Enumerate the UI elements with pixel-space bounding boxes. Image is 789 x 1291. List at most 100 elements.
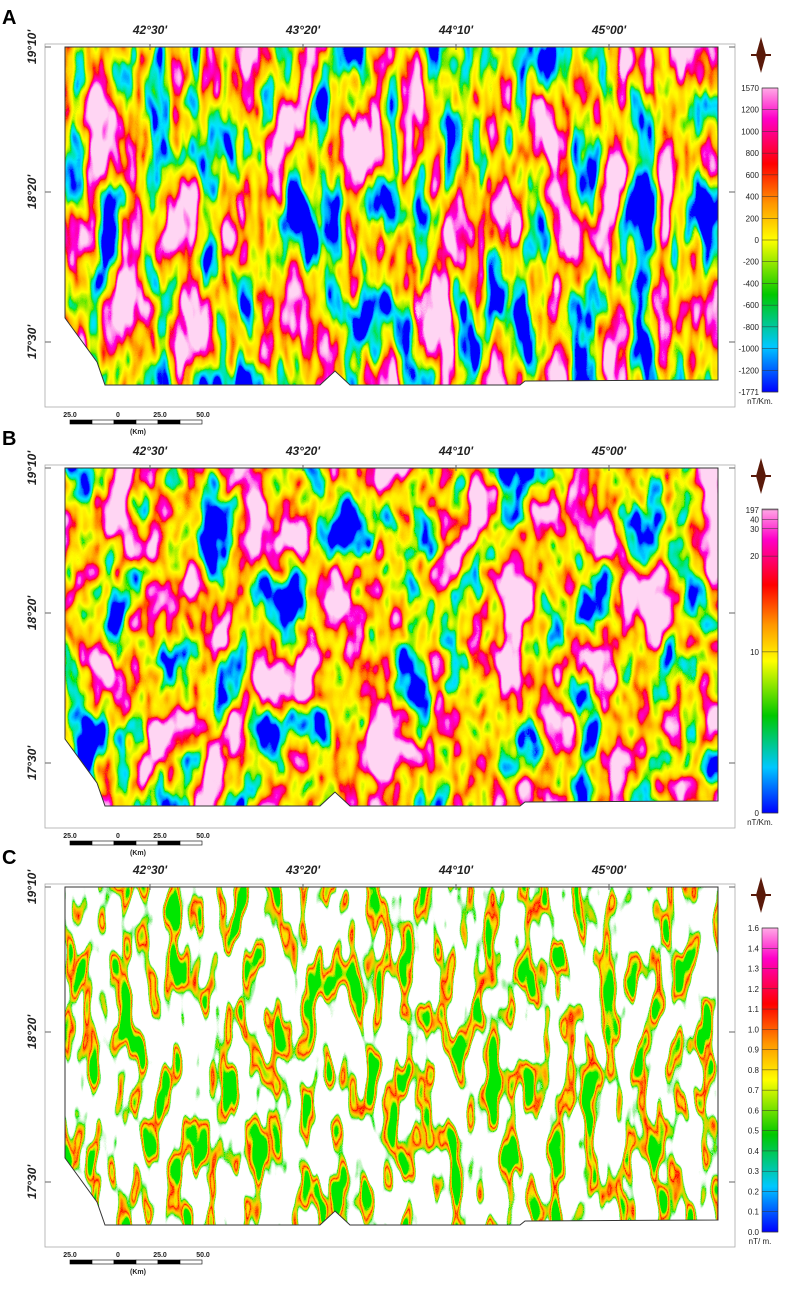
scale-label: 50.0 (196, 412, 210, 419)
latitude-label: 17°30' (25, 324, 39, 359)
colorbar-label: 30 (750, 525, 759, 534)
scale-unit: (Km) (130, 850, 146, 857)
scale-segment (179, 419, 203, 425)
colorbar-label: 800 (746, 149, 760, 158)
colorbar-label: 0.8 (748, 1066, 760, 1075)
map-outline (64, 46, 719, 386)
latitude-label: 19°10' (25, 869, 39, 904)
colorbar-label: 1570 (741, 84, 759, 93)
colorbar-label: 0.5 (748, 1127, 760, 1136)
colorbar-label: 0.3 (748, 1167, 760, 1176)
colorbar-label: 1200 (741, 106, 759, 115)
colorbar-label: 1.3 (748, 965, 760, 974)
scale-segment (179, 1259, 203, 1265)
colorbar-label: 400 (746, 193, 760, 202)
colorbar-label: 40 (750, 516, 759, 525)
panel: A 42°30' 43°20' 44°10' 45°00' 19°10' 18°20' 17°… (2, 7, 779, 436)
colorbar-label: 1.0 (748, 1025, 760, 1034)
colorbar-unit: nT/Km. (747, 397, 773, 406)
scale-segment (113, 419, 137, 425)
colorbar-label: 0.2 (748, 1187, 760, 1196)
colorbar-label: 1.1 (748, 1005, 760, 1014)
colorbar-label: -600 (743, 301, 760, 310)
colorbar-label: 200 (746, 214, 760, 223)
scale-label: 25.0 (63, 412, 77, 419)
scale-label: 25.0 (63, 833, 77, 840)
scale-label: 0 (116, 1252, 120, 1259)
colorbar-label: 0 (755, 236, 760, 245)
scale-label: 50.0 (196, 833, 210, 840)
scale-segment (91, 840, 115, 846)
map-outline (64, 886, 719, 1226)
scale-label: 25.0 (153, 1252, 167, 1259)
longitude-label: 43°20' (285, 863, 321, 877)
colorbar-label: 1.6 (748, 924, 760, 933)
scale-label: 25.0 (153, 833, 167, 840)
longitude-label: 42°30' (132, 23, 168, 37)
colorbar (761, 927, 779, 1233)
colorbar-label: 0.4 (748, 1147, 760, 1156)
colorbar-label: 0.9 (748, 1046, 760, 1055)
map-image (65, 468, 718, 806)
longitude-label: 44°10' (438, 444, 474, 458)
latitude-label: 17°30' (25, 1164, 39, 1199)
latitude-label: 19°10' (25, 450, 39, 485)
scale-segment (157, 1259, 181, 1265)
scale-label: 0 (116, 833, 120, 840)
scale-unit: (Km) (130, 429, 146, 436)
colorbar-label: -400 (743, 279, 760, 288)
colorbar-label: 0.7 (748, 1086, 760, 1095)
colorbar-label: 0 (755, 809, 760, 818)
latitude-label: 17°30' (25, 745, 39, 780)
scale-segment (69, 840, 93, 846)
colorbar-label: 1000 (741, 127, 759, 136)
scale-segment (135, 1259, 159, 1265)
latitude-label: 18°20' (25, 595, 39, 630)
colorbar (761, 508, 779, 814)
longitude-label: 43°20' (285, 23, 321, 37)
colorbar-label: 197 (746, 506, 760, 515)
colorbar-label: 0.1 (748, 1208, 760, 1217)
latitude-label: 18°20' (25, 1014, 39, 1049)
scale-segment (135, 419, 159, 425)
longitude-label: 44°10' (438, 23, 474, 37)
colorbar-label: 600 (746, 171, 760, 180)
scale-segment (91, 1259, 115, 1265)
map-image (65, 887, 718, 1225)
colorbar-label: 20 (750, 552, 759, 561)
longitude-label: 45°00' (591, 863, 627, 877)
scale-label: 25.0 (63, 1252, 77, 1259)
colorbar-label: 0.0 (748, 1228, 760, 1237)
colorbar-label: -1200 (739, 366, 760, 375)
map-image (65, 47, 718, 385)
scale-label: 50.0 (196, 1252, 210, 1259)
scale-unit: (Km) (130, 1269, 146, 1276)
scale-segment (69, 1259, 93, 1265)
panel-label: A (2, 7, 16, 29)
scale-label: 25.0 (153, 412, 167, 419)
longitude-label: 43°20' (285, 444, 321, 458)
longitude-label: 42°30' (132, 863, 168, 877)
map-frame (44, 43, 736, 408)
panel: B 42°30' 43°20' 44°10' 45°00' 19°10' 18°20' 17°… (2, 428, 779, 857)
colorbar-unit: nT/Km. (747, 818, 773, 827)
colorbar-label: -200 (743, 258, 760, 267)
colorbar-label: -1000 (739, 345, 760, 354)
panel-label: C (2, 847, 16, 869)
scale-segment (69, 419, 93, 425)
colorbar-label: 1.4 (748, 944, 760, 953)
scale-segment (91, 419, 115, 425)
longitude-label: 45°00' (591, 444, 627, 458)
scale-label: 0 (116, 412, 120, 419)
map-frame (44, 883, 736, 1248)
scale-segment (113, 1259, 137, 1265)
scale-segment (157, 419, 181, 425)
latitude-label: 19°10' (25, 29, 39, 64)
scale-segment (135, 840, 159, 846)
scale-segment (113, 840, 137, 846)
map-outline (64, 467, 719, 807)
colorbar-label: 0.6 (748, 1106, 760, 1115)
scale-segment (157, 840, 181, 846)
panel-label: B (2, 428, 16, 450)
